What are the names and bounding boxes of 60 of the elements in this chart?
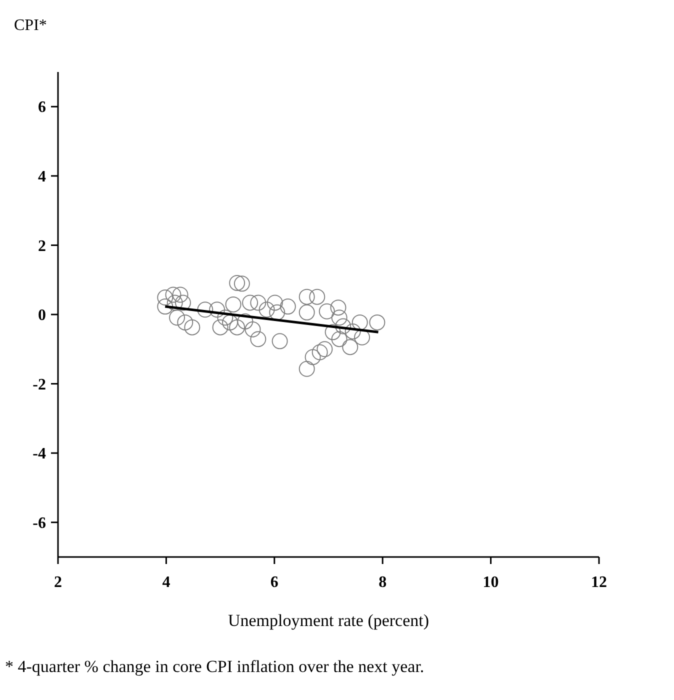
point	[331, 310, 348, 326]
point	[174, 294, 191, 311]
x-tick-label: 10	[482, 574, 499, 591]
point	[229, 319, 246, 336]
point	[331, 331, 348, 348]
y-tick-label: -4	[32, 446, 46, 463]
point	[237, 313, 254, 330]
x-tick-label: 6	[270, 574, 278, 591]
point	[369, 314, 386, 330]
y-tick-label: 6	[38, 99, 46, 116]
point	[225, 296, 242, 312]
point	[197, 302, 214, 318]
y-axis-title: CPI*	[14, 17, 47, 34]
y-tick-label: -2	[32, 376, 46, 394]
point	[316, 341, 333, 358]
point	[324, 324, 341, 340]
y-tick-label: 0	[38, 307, 46, 324]
point	[244, 321, 261, 338]
point	[184, 319, 200, 336]
point	[318, 303, 335, 320]
point	[169, 310, 186, 326]
y-tick-label: -6	[32, 514, 46, 532]
point	[344, 323, 361, 340]
point	[352, 314, 368, 330]
point	[335, 318, 352, 334]
point	[212, 319, 228, 336]
x-tick-label: 2	[54, 574, 62, 591]
point	[342, 339, 358, 356]
point	[165, 286, 182, 303]
point	[298, 360, 315, 377]
point	[177, 314, 194, 330]
x-axis-title: Unemployment rate (percent)	[228, 611, 430, 630]
point	[172, 286, 188, 303]
point	[309, 288, 326, 305]
point	[242, 294, 258, 311]
point	[304, 349, 321, 366]
x-tick-label: 8	[378, 574, 387, 591]
point	[157, 298, 174, 315]
point	[312, 344, 328, 360]
point	[166, 294, 183, 311]
x-tick-label: 4	[162, 574, 170, 591]
point	[266, 294, 283, 311]
point	[280, 298, 296, 315]
point	[234, 276, 250, 292]
x-tick-label: 12	[591, 574, 607, 591]
point	[229, 274, 246, 291]
point	[209, 302, 226, 318]
point	[298, 304, 315, 320]
y-tick-label: 4	[38, 168, 46, 186]
point	[298, 288, 315, 305]
point	[250, 294, 266, 311]
y-tick-label: 2	[38, 238, 46, 255]
point	[157, 290, 174, 306]
text: * 4-quarter % change in core CPI inflation over the next year.	[5, 657, 424, 676]
point	[272, 333, 288, 350]
point	[250, 331, 266, 348]
point	[330, 300, 346, 316]
point	[258, 302, 275, 318]
point	[217, 310, 234, 326]
point	[222, 314, 238, 330]
